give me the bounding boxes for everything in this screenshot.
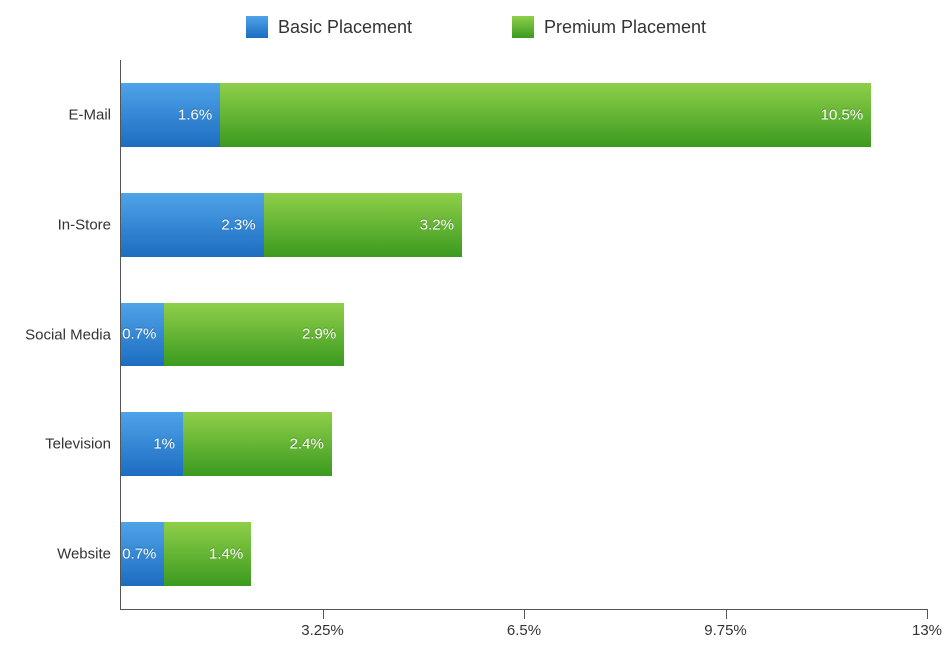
legend-swatch-basic: [246, 16, 268, 38]
chart-area: 3.25%6.5%9.75%13%E-Mail1.6%10.5%In-Store…: [120, 60, 927, 610]
bar-segment: 0.7%: [121, 303, 164, 367]
bar-segment: 1.4%: [164, 522, 251, 586]
legend-label-basic: Basic Placement: [278, 17, 412, 38]
bar-segment: 1%: [121, 412, 183, 476]
bar-row: 0.7% 2.9%: [121, 303, 927, 367]
bar-row: 2.3% 3.2%: [121, 193, 927, 257]
x-tick: [927, 609, 928, 619]
bar-value-label: 2.3%: [221, 216, 255, 233]
bar-segment: 2.3%: [121, 193, 264, 257]
y-axis-label: E-Mail: [68, 106, 111, 123]
y-axis-label: In-Store: [58, 216, 111, 233]
bar-row: 1% 2.4%: [121, 412, 927, 476]
x-tick: [524, 609, 525, 619]
legend-item-basic: Basic Placement: [246, 16, 412, 38]
y-axis-label: Social Media: [25, 326, 111, 343]
x-axis-label: 13%: [912, 622, 942, 639]
bar-value-label: 1.6%: [178, 106, 212, 123]
legend-label-premium: Premium Placement: [544, 17, 706, 38]
legend-swatch-premium: [512, 16, 534, 38]
bar-row: 1.6% 10.5%: [121, 83, 927, 147]
bar-value-label: 1%: [153, 436, 175, 453]
bar-segment: 2.9%: [164, 303, 344, 367]
plot: 3.25%6.5%9.75%13%E-Mail1.6%10.5%In-Store…: [120, 60, 927, 610]
bar-value-label: 3.2%: [420, 216, 454, 233]
bar-value-label: 2.9%: [302, 326, 336, 343]
bar-value-label: 0.7%: [122, 546, 156, 563]
bar-segment: 0.7%: [121, 522, 164, 586]
bar-row: 0.7% 1.4%: [121, 522, 927, 586]
bar-value-label: 1.4%: [209, 546, 243, 563]
y-axis-label: Website: [57, 546, 111, 563]
bar-segment: 3.2%: [264, 193, 462, 257]
bar-segment: 1.6%: [121, 83, 220, 147]
y-axis-label: Television: [45, 436, 111, 453]
legend-item-premium: Premium Placement: [512, 16, 706, 38]
x-axis-label: 9.75%: [704, 622, 747, 639]
bar-segment: 2.4%: [183, 412, 332, 476]
bar-value-label: 0.7%: [122, 326, 156, 343]
x-axis-label: 3.25%: [301, 622, 344, 639]
bar-segment: 10.5%: [220, 83, 871, 147]
x-tick: [726, 609, 727, 619]
legend: Basic Placement Premium Placement: [0, 16, 952, 38]
x-axis-label: 6.5%: [507, 622, 541, 639]
bar-value-label: 2.4%: [290, 436, 324, 453]
x-tick: [323, 609, 324, 619]
bar-value-label: 10.5%: [821, 106, 864, 123]
